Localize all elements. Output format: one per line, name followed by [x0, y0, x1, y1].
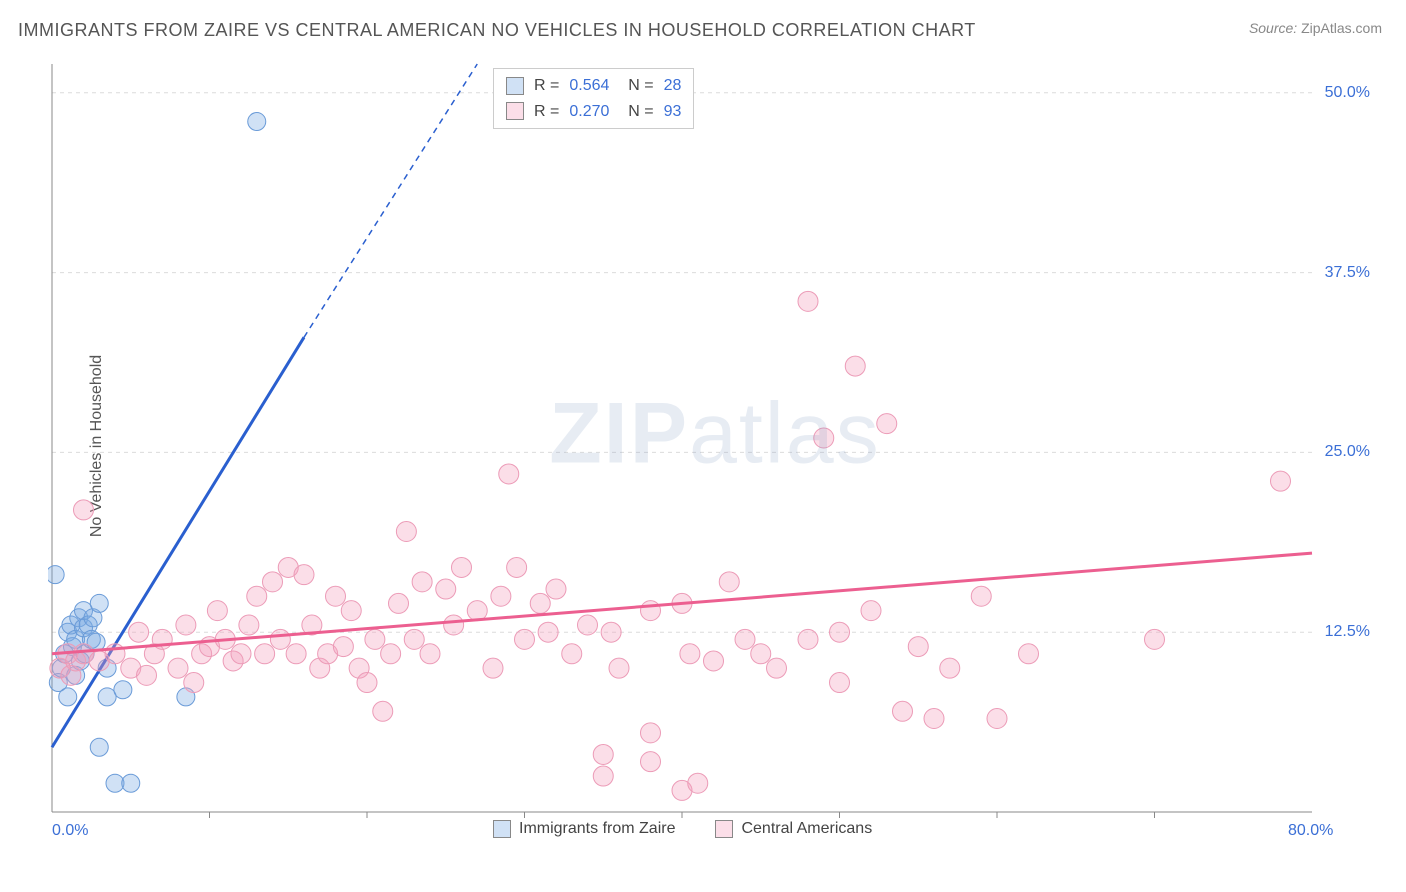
- swatch-central: [506, 102, 524, 120]
- swatch-zaire: [506, 77, 524, 95]
- plot-area: ZIPatlas R =0.564 N =28R =0.270 N =93 Im…: [48, 48, 1382, 852]
- legend-swatch-zaire: [493, 820, 511, 838]
- stats-n-value-zaire: 28: [664, 73, 682, 99]
- x-tick-max: 80.0%: [1288, 822, 1333, 840]
- stats-r-label: R =: [534, 99, 559, 125]
- series-legend: Immigrants from Zaire Central Americans: [493, 820, 872, 838]
- legend-label-zaire: Immigrants from Zaire: [519, 820, 675, 838]
- y-tick-label: 12.5%: [1325, 623, 1370, 641]
- source-text: ZipAtlas.com: [1301, 20, 1382, 36]
- stats-n-value-central: 93: [664, 99, 682, 125]
- stats-row-central: R = 0.270 N = 93: [506, 99, 681, 125]
- scatter-chart-svg: [48, 48, 1382, 852]
- y-tick-label: 25.0%: [1325, 443, 1370, 461]
- chart-title: IMMIGRANTS FROM ZAIRE VS CENTRAL AMERICA…: [18, 20, 976, 41]
- stats-r-value-central: 0.270: [569, 99, 609, 125]
- stats-n-label: N =: [619, 99, 653, 125]
- y-tick-label: 50.0%: [1325, 84, 1370, 102]
- stats-n-label: N =: [619, 73, 653, 99]
- stats-r-label: R =: [534, 73, 559, 99]
- correlation-stats-box: R = 0.564 N = 28 R = 0.270 N = 93: [493, 68, 694, 129]
- legend-label-central: Central Americans: [741, 820, 872, 838]
- y-tick-label: 37.5%: [1325, 264, 1370, 282]
- source-label: Source:: [1249, 20, 1297, 36]
- legend-item-central: Central Americans: [715, 820, 872, 838]
- legend-item-zaire: Immigrants from Zaire: [493, 820, 675, 838]
- stats-r-value-zaire: 0.564: [569, 73, 609, 99]
- legend-swatch-central: [715, 820, 733, 838]
- source-attribution: Source: ZipAtlas.com: [1249, 20, 1382, 36]
- x-tick-min: 0.0%: [52, 822, 88, 840]
- stats-row-zaire: R = 0.564 N = 28: [506, 73, 681, 99]
